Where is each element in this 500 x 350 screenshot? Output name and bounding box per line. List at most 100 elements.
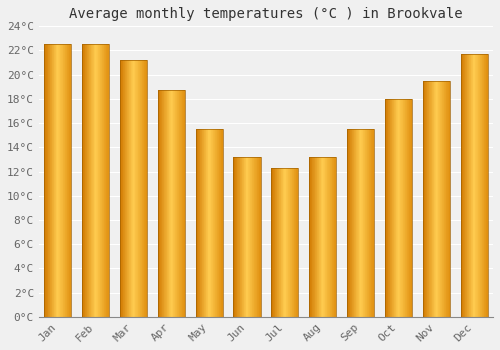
Bar: [332, 157, 333, 317]
Bar: [359, 129, 360, 317]
Bar: [248, 157, 249, 317]
Bar: [128, 60, 130, 317]
Bar: [53, 44, 54, 317]
Bar: [213, 129, 214, 317]
Bar: [159, 90, 160, 317]
Bar: [240, 157, 241, 317]
Bar: [334, 157, 335, 317]
Bar: [463, 54, 464, 317]
Bar: [470, 54, 472, 317]
Bar: [296, 168, 297, 317]
Bar: [309, 157, 336, 317]
Bar: [353, 129, 354, 317]
Bar: [60, 44, 61, 317]
Bar: [143, 60, 144, 317]
Bar: [158, 90, 159, 317]
Bar: [165, 90, 166, 317]
Bar: [481, 54, 482, 317]
Bar: [247, 157, 248, 317]
Bar: [93, 44, 94, 317]
Bar: [434, 81, 435, 317]
Bar: [316, 157, 318, 317]
Bar: [97, 44, 98, 317]
Bar: [167, 90, 168, 317]
Bar: [172, 90, 174, 317]
Bar: [447, 81, 448, 317]
Bar: [52, 44, 53, 317]
Bar: [422, 81, 450, 317]
Bar: [245, 157, 246, 317]
Bar: [360, 129, 361, 317]
Bar: [440, 81, 441, 317]
Bar: [82, 44, 84, 317]
Bar: [236, 157, 237, 317]
Bar: [163, 90, 164, 317]
Bar: [257, 157, 258, 317]
Bar: [292, 168, 293, 317]
Bar: [234, 157, 236, 317]
Bar: [216, 129, 218, 317]
Bar: [100, 44, 101, 317]
Bar: [44, 44, 72, 317]
Bar: [397, 99, 398, 317]
Bar: [99, 44, 100, 317]
Bar: [290, 168, 291, 317]
Bar: [50, 44, 51, 317]
Bar: [483, 54, 484, 317]
Bar: [122, 60, 123, 317]
Bar: [297, 168, 298, 317]
Bar: [204, 129, 205, 317]
Bar: [254, 157, 255, 317]
Bar: [202, 129, 203, 317]
Bar: [184, 90, 185, 317]
Bar: [239, 157, 240, 317]
Bar: [133, 60, 134, 317]
Bar: [120, 60, 121, 317]
Bar: [280, 168, 281, 317]
Bar: [348, 129, 349, 317]
Bar: [466, 54, 468, 317]
Bar: [48, 44, 49, 317]
Bar: [160, 90, 161, 317]
Bar: [44, 44, 45, 317]
Bar: [394, 99, 395, 317]
Bar: [145, 60, 146, 317]
Bar: [310, 157, 311, 317]
Bar: [132, 60, 133, 317]
Bar: [283, 168, 284, 317]
Bar: [181, 90, 182, 317]
Bar: [237, 157, 238, 317]
Bar: [92, 44, 93, 317]
Bar: [55, 44, 56, 317]
Bar: [106, 44, 107, 317]
Bar: [176, 90, 178, 317]
Bar: [59, 44, 60, 317]
Bar: [403, 99, 404, 317]
Bar: [461, 54, 462, 317]
Bar: [271, 168, 272, 317]
Bar: [136, 60, 137, 317]
Bar: [424, 81, 426, 317]
Bar: [62, 44, 63, 317]
Bar: [101, 44, 102, 317]
Bar: [241, 157, 242, 317]
Bar: [401, 99, 402, 317]
Bar: [439, 81, 440, 317]
Bar: [429, 81, 430, 317]
Bar: [178, 90, 179, 317]
Bar: [196, 129, 197, 317]
Bar: [410, 99, 412, 317]
Bar: [130, 60, 132, 317]
Bar: [222, 129, 223, 317]
Bar: [107, 44, 108, 317]
Bar: [139, 60, 140, 317]
Bar: [370, 129, 371, 317]
Bar: [385, 99, 386, 317]
Bar: [432, 81, 433, 317]
Bar: [198, 129, 199, 317]
Bar: [355, 129, 356, 317]
Bar: [464, 54, 466, 317]
Bar: [442, 81, 443, 317]
Bar: [220, 129, 222, 317]
Bar: [197, 129, 198, 317]
